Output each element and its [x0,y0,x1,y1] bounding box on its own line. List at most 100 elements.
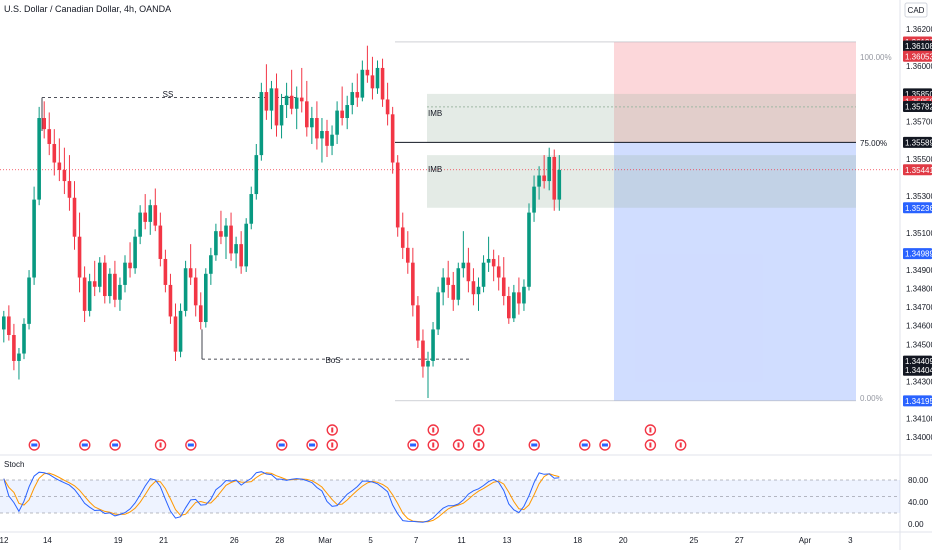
ca-flag-event-icon[interactable] [326,424,338,436]
candle[interactable] [2,310,6,343]
candle[interactable] [183,260,188,317]
candle[interactable] [335,101,339,144]
ca-flag-event-icon[interactable] [452,439,465,451]
candle[interactable] [198,292,203,330]
candle[interactable] [47,112,52,156]
price-axis[interactable]: 1.36200 1.36000 1.35700 1.35500 1.35300 1.351… [903,25,932,442]
candle[interactable] [547,147,551,191]
candle[interactable] [219,210,223,245]
candle[interactable] [537,166,541,200]
candle[interactable] [375,60,380,94]
candle[interactable] [259,82,264,161]
candle[interactable] [173,303,178,361]
currency-badge[interactable]: CAD [908,6,925,15]
candle[interactable] [168,273,173,324]
candle[interactable] [395,155,400,237]
candle[interactable] [299,67,304,113]
candle[interactable] [330,125,334,156]
candle[interactable] [128,242,132,278]
candle[interactable] [446,260,450,298]
candle[interactable] [234,236,238,269]
candle[interactable] [517,277,521,315]
candle[interactable] [22,318,26,360]
candle[interactable] [390,106,395,174]
candle[interactable] [320,118,324,163]
candle[interactable] [431,322,435,367]
candle[interactable] [27,270,31,330]
candle[interactable] [12,323,16,371]
us-flag-event-icon[interactable] [185,439,197,451]
candle[interactable] [406,231,410,274]
candle[interactable] [496,255,501,291]
candle[interactable] [552,149,557,211]
candle[interactable] [507,286,511,324]
price-badge[interactable]: 1.35441 [903,164,932,176]
candle[interactable] [512,284,516,323]
candle[interactable] [380,58,385,107]
us-flag-event-icon[interactable] [579,439,591,451]
candle[interactable] [148,199,153,235]
candle[interactable] [108,268,112,304]
candle[interactable] [103,255,107,304]
candle[interactable] [345,95,349,130]
candle[interactable] [426,351,430,399]
candle[interactable] [315,101,319,150]
candle[interactable] [532,175,536,222]
candle[interactable] [188,244,193,285]
candle[interactable] [158,212,163,267]
candle[interactable] [527,203,531,291]
ca-flag-event-icon[interactable] [154,439,167,451]
candle[interactable] [471,268,476,306]
candle[interactable] [305,80,309,137]
candle[interactable] [57,138,62,182]
time-axis[interactable]: 12 14 19 21 26 28 Mar 5 7 11 13 18 20 25 27 Apr 3 [0,536,853,545]
candle[interactable] [350,82,355,115]
ca-flag-event-icon[interactable] [644,439,657,451]
candle[interactable] [522,279,526,311]
candle[interactable] [153,188,158,232]
candle[interactable] [294,86,299,130]
candle[interactable] [365,45,370,83]
candle[interactable] [92,260,97,297]
ca-flag-event-icon[interactable] [675,439,687,451]
candle[interactable] [209,247,213,285]
candle[interactable] [340,86,344,126]
candle[interactable] [355,73,360,107]
candle[interactable] [72,181,77,250]
ca-flag-event-icon[interactable] [427,424,439,436]
price-badge[interactable]: 1.35782 [903,101,932,113]
candle[interactable] [229,212,233,261]
candle[interactable] [456,262,461,306]
ca-flag-event-icon[interactable] [326,439,338,451]
candle[interactable] [284,82,289,119]
us-flag-event-icon[interactable] [528,439,540,451]
candle[interactable] [123,255,127,293]
candle[interactable] [279,93,284,139]
candle[interactable] [436,286,440,335]
candle[interactable] [274,73,279,137]
candle[interactable] [249,186,254,230]
candle[interactable] [385,82,390,126]
candle[interactable] [310,106,314,144]
ca-flag-event-icon[interactable] [473,439,485,451]
us-flag-event-icon[interactable] [306,439,318,451]
candle[interactable] [501,257,506,306]
candle[interactable] [557,155,562,211]
candle[interactable] [466,247,471,293]
candle[interactable] [370,56,375,100]
candle[interactable] [204,268,208,328]
candle[interactable] [491,249,496,282]
candle[interactable] [269,80,274,130]
candle[interactable] [17,347,21,380]
candle[interactable] [37,106,41,206]
us-flag-event-icon[interactable] [407,439,419,451]
us-flag-event-icon[interactable] [79,439,91,451]
candle[interactable] [254,143,259,200]
candle[interactable] [264,64,269,120]
candle[interactable] [193,268,198,317]
candle[interactable] [42,101,46,139]
candle[interactable] [163,249,168,293]
candle[interactable] [67,155,72,211]
candle[interactable] [32,186,36,285]
